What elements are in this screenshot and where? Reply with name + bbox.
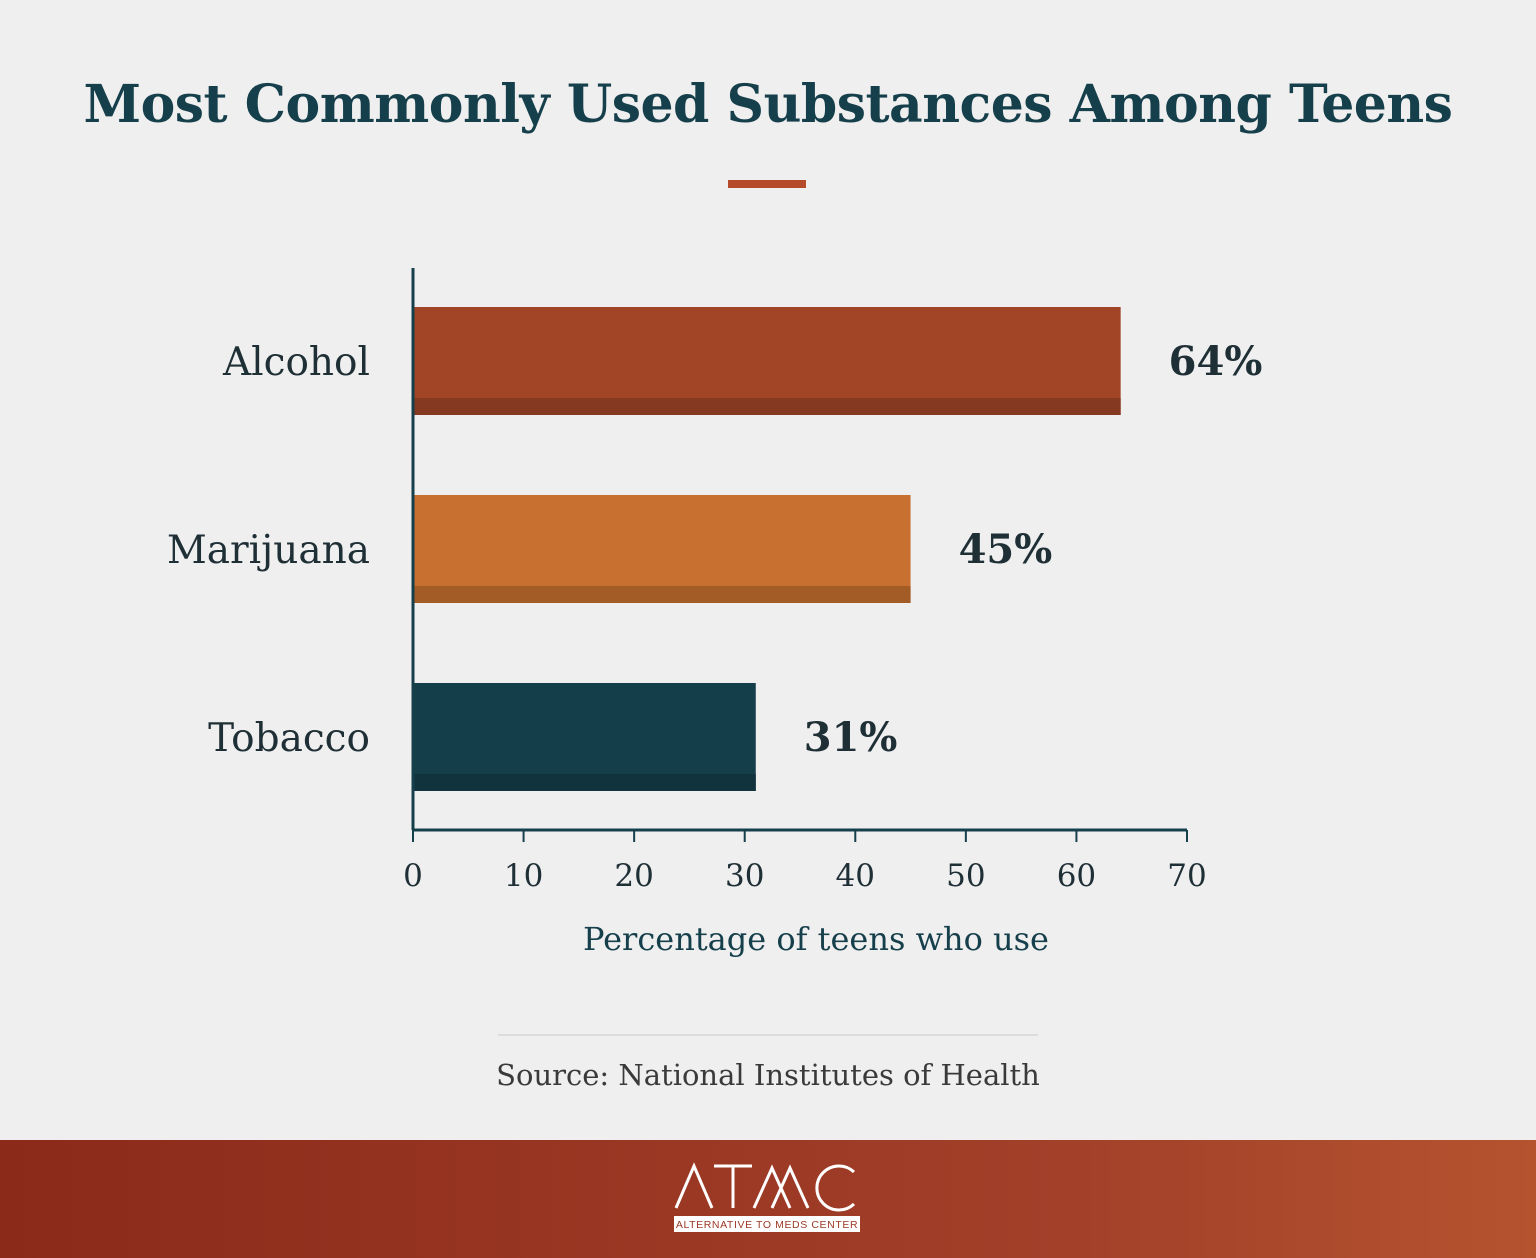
x-tick-label-30: 30 [725, 858, 764, 894]
atmc-logo: ALTERNATIVE TO MEDS CENTER [674, 1162, 860, 1232]
x-axis-title: Percentage of teens who use [583, 920, 1049, 958]
category-label-tobacco: Tobacco [208, 716, 370, 761]
title-accent-bar [728, 180, 806, 188]
x-tick-label-50: 50 [946, 858, 985, 894]
axis-layer: 0 10 20 30 40 50 60 70 Percentage of teens who u… [403, 268, 1207, 958]
chart-title: Most Commonly Used Substances Among Teen… [83, 74, 1453, 135]
bar-shadow-alcohol [413, 398, 1121, 415]
source-note: Source: National Institutes of Health [496, 1058, 1040, 1092]
x-tick-label-60: 60 [1057, 858, 1096, 894]
category-label-alcohol: Alcohol [222, 340, 370, 385]
bar-shadow-tobacco [413, 774, 756, 791]
x-tick-label-10: 10 [504, 858, 543, 894]
x-tick-label-40: 40 [836, 858, 875, 894]
category-label-marijuana: Marijuana [167, 528, 370, 573]
bar-chart: Alcohol 64% Marijuana 45% Tobacco 31% 0 10 20 30… [167, 268, 1262, 958]
x-tick-label-70: 70 [1167, 858, 1206, 894]
bars-layer [413, 307, 1121, 791]
footer-banner [0, 1140, 1536, 1258]
source-divider [498, 1034, 1038, 1036]
bar-tobacco [413, 683, 756, 791]
labels-layer: Alcohol 64% Marijuana 45% Tobacco 31% [167, 338, 1262, 761]
bar-alcohol [413, 307, 1121, 415]
x-tick-label-20: 20 [614, 858, 653, 894]
logo-subtext: ALTERNATIVE TO MEDS CENTER [676, 1219, 858, 1231]
bar-marijuana [413, 495, 911, 603]
value-label-alcohol: 64% [1169, 338, 1263, 385]
x-tick-label-0: 0 [403, 858, 423, 894]
bar-shadow-marijuana [413, 586, 911, 603]
value-label-tobacco: 31% [804, 714, 898, 761]
value-label-marijuana: 45% [959, 526, 1053, 573]
